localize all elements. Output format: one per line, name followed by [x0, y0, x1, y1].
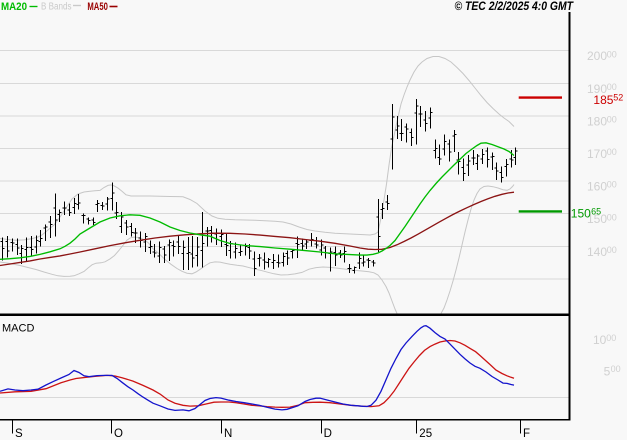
svg-text:65: 65 — [591, 207, 601, 217]
svg-text:00: 00 — [607, 147, 617, 157]
svg-text:00: 00 — [607, 180, 617, 190]
svg-text:O: O — [114, 428, 123, 440]
svg-text:S: S — [15, 428, 23, 440]
svg-text:00: 00 — [607, 82, 617, 92]
svg-text:00: 00 — [607, 212, 617, 222]
svg-text:N: N — [224, 428, 232, 440]
svg-text:160: 160 — [587, 180, 607, 194]
svg-text:170: 170 — [587, 147, 607, 161]
svg-text:00: 00 — [607, 115, 617, 125]
svg-text:5: 5 — [604, 364, 611, 378]
svg-text:150: 150 — [571, 207, 591, 221]
svg-text:200: 200 — [587, 49, 607, 63]
svg-text:MA20: MA20 — [1, 1, 27, 13]
svg-text:180: 180 — [587, 114, 607, 128]
svg-text:150: 150 — [587, 212, 607, 226]
svg-text:190: 190 — [587, 82, 607, 96]
svg-text:© TEC 2/2/2025 4:0 GMT: © TEC 2/2/2025 4:0 GMT — [455, 1, 574, 13]
svg-text:52: 52 — [613, 93, 623, 103]
svg-text:185: 185 — [593, 93, 613, 107]
svg-text:D: D — [324, 428, 332, 440]
svg-text:25: 25 — [419, 428, 432, 440]
svg-text:MACD: MACD — [2, 322, 34, 334]
svg-text:00: 00 — [607, 245, 617, 255]
svg-text:00: 00 — [606, 333, 616, 343]
svg-text:B Bands: B Bands — [41, 1, 72, 12]
svg-text:00: 00 — [607, 49, 617, 59]
svg-text:00: 00 — [611, 364, 621, 374]
svg-text:10: 10 — [593, 333, 607, 347]
svg-text:MA50: MA50 — [87, 1, 108, 13]
svg-text:140: 140 — [587, 245, 607, 259]
svg-text:F: F — [523, 428, 530, 440]
